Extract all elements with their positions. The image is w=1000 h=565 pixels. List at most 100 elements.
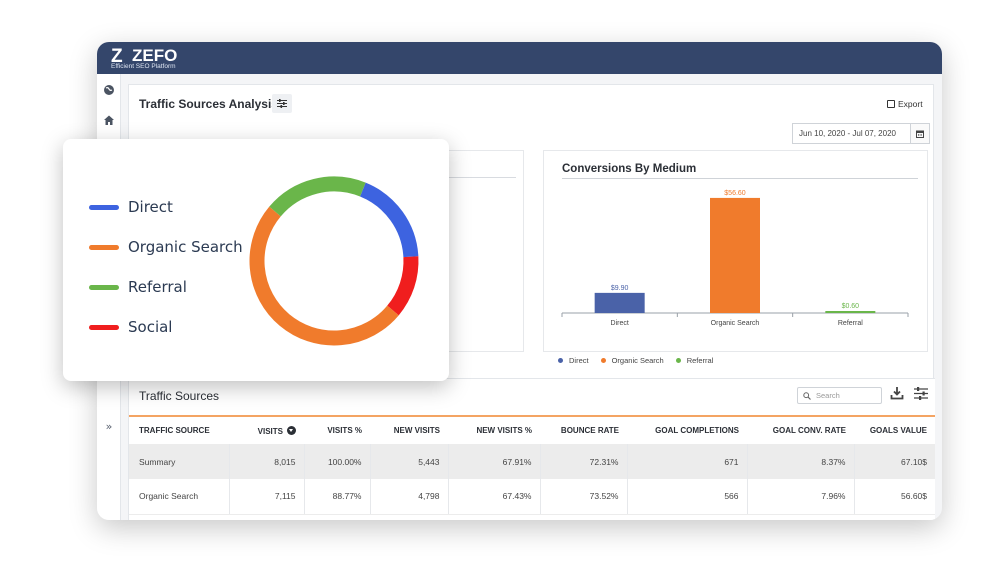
legend-label: Social — [128, 318, 173, 336]
legend-swatch — [89, 204, 119, 210]
column-header-goal-completions[interactable]: GOAL COMPLETIONS — [655, 426, 739, 435]
legend-swatch — [89, 324, 119, 330]
traffic-donut-chart — [249, 176, 419, 346]
date-range-input[interactable]: Jun 10, 2020 - Jul 07, 2020 — [792, 123, 910, 144]
legend-label: Referral — [128, 278, 187, 296]
table-cell: Summary — [129, 444, 230, 479]
column-header-label: VISITS — [257, 426, 283, 436]
legend-dot — [600, 358, 606, 363]
table-cell: 67.43% — [448, 479, 541, 515]
table-cell: 56.60$ — [854, 479, 935, 515]
donut-slice-organic-search[interactable] — [249, 206, 399, 346]
traffic-sources-section: Traffic Sources Search TRAFFIC SOURCE VI… — [129, 378, 935, 520]
legend-item-direct: Direct — [89, 187, 243, 227]
top-bar: Z ZEFO Efficient SEO Platform — [97, 42, 942, 74]
legend-item-direct: Direct — [558, 356, 589, 365]
logo-tagline: Efficient SEO Platform — [111, 63, 176, 70]
legend-label: Referral — [686, 356, 714, 365]
sliders-icon — [277, 99, 287, 108]
table-cell: 8,015 — [229, 444, 305, 479]
page-title: Traffic Sources Analysis — [139, 97, 278, 111]
logo-name: ZEFO — [132, 46, 178, 65]
search-icon — [803, 391, 811, 400]
conversions-bar-chart: $9.90 Direct $56.60 Organic Search $0.60 Refe… — [561, 190, 909, 327]
bar-data-label: $56.60 — [724, 190, 746, 197]
section-accent-line — [129, 415, 935, 417]
traffic-sources-table: TRAFFIC SOURCE VISITS VISITS % NEW VISIT… — [129, 417, 935, 515]
table-search-input[interactable]: Search — [797, 387, 882, 404]
x-tick-label: Direct — [611, 320, 629, 327]
legend-item-social: Social — [89, 307, 243, 347]
donut-slice-social[interactable] — [387, 256, 419, 316]
column-header-new-visits-pct[interactable]: NEW VISITS % — [476, 426, 532, 435]
legend-swatch — [89, 244, 119, 250]
column-header-new-visits[interactable]: NEW VISITS — [393, 426, 440, 435]
calendar-button[interactable] — [910, 123, 930, 144]
legend-label: Direct — [569, 356, 589, 365]
column-header-visits-pct[interactable]: VISITS % — [327, 426, 362, 435]
donut-slice-direct[interactable] — [359, 182, 419, 258]
table-header-row: TRAFFIC SOURCE VISITS VISITS % NEW VISIT… — [129, 417, 935, 444]
column-header-goals-value[interactable]: GOALS VALUE — [869, 426, 927, 435]
download-button[interactable] — [889, 385, 905, 401]
column-settings-button[interactable] — [913, 385, 929, 401]
table-row-summary[interactable]: Summary 8,015 100.00% 5,443 67.91% 72.31… — [129, 444, 935, 479]
export-button[interactable]: Export — [887, 99, 923, 109]
sliders-icon — [914, 386, 928, 400]
x-tick-label: Organic Search — [711, 320, 760, 327]
legend-label: Organic Search — [611, 356, 664, 365]
legend-item-referral: Referral — [675, 356, 714, 365]
home-icon[interactable] — [97, 108, 121, 132]
column-header-visits[interactable]: VISITS — [229, 417, 304, 444]
conversions-title: Conversions By Medium — [562, 163, 697, 175]
download-icon — [890, 387, 904, 400]
table-cell: 566 — [627, 479, 748, 515]
legend-label: Direct — [128, 198, 173, 216]
table-row[interactable]: Organic Search 7,115 88.77% 4,798 67.43%… — [129, 479, 935, 515]
table-cell: 671 — [627, 444, 748, 479]
legend-dot — [675, 358, 681, 363]
export-label: Export — [898, 99, 923, 109]
card-divider — [562, 178, 918, 179]
calendar-icon — [916, 130, 924, 138]
table-cell: 7,115 — [229, 479, 305, 515]
table-cell: 88.77% — [304, 479, 371, 515]
table-cell: 100.00% — [304, 444, 371, 479]
logo-mark: Z — [111, 46, 123, 67]
bar-direct[interactable] — [594, 292, 645, 313]
table-cell: 4,798 — [370, 479, 449, 515]
bar-data-label: $9.90 — [611, 285, 629, 292]
legend-item-organic: Organic Search — [600, 356, 664, 365]
donut-slice-referral[interactable] — [269, 176, 366, 217]
table-cell: 8.37% — [747, 444, 855, 479]
legend-item-referral: Referral — [89, 267, 243, 307]
bar-data-label: $0.60 — [842, 303, 860, 310]
traffic-donut-card: Direct Organic Search Referral Social — [63, 139, 449, 381]
filter-settings-button[interactable] — [272, 94, 292, 113]
table-cell: 7.96% — [747, 479, 855, 515]
donut-legend: Direct Organic Search Referral Social — [89, 187, 243, 347]
bar-organic-search[interactable] — [710, 197, 760, 313]
column-header-traffic-source[interactable]: TRAFFIC SOURCE — [139, 426, 210, 435]
table-cell: 73.52% — [540, 479, 628, 515]
x-tick-label: Referral — [838, 320, 863, 327]
double-chevron-right-icon[interactable]: » — [105, 420, 113, 433]
export-icon — [887, 100, 895, 108]
conversions-legend: Direct Organic Search Referral — [558, 356, 713, 365]
legend-dot — [558, 358, 563, 363]
bar-referral[interactable] — [825, 311, 876, 313]
legend-label: Organic Search — [128, 238, 243, 256]
column-header-goal-conv-rate[interactable]: GOAL CONV. RATE — [772, 426, 846, 435]
sort-descending-icon[interactable] — [287, 425, 296, 435]
legend-item-organic-search: Organic Search — [89, 227, 243, 267]
column-header-bounce-rate[interactable]: BOUNCE RATE — [560, 426, 619, 435]
search-placeholder: Search — [816, 391, 840, 400]
legend-swatch — [89, 284, 119, 290]
table-cell: Organic Search — [129, 479, 230, 515]
table-cell: 5,443 — [370, 444, 449, 479]
table-cell: 72.31% — [540, 444, 628, 479]
conversions-card: Conversions By Medium $9.90 Direct $56.60 O… — [543, 150, 928, 365]
globe-icon[interactable] — [97, 78, 121, 102]
traffic-sources-title: Traffic Sources — [139, 389, 220, 403]
table-cell: 67.91% — [448, 444, 541, 479]
